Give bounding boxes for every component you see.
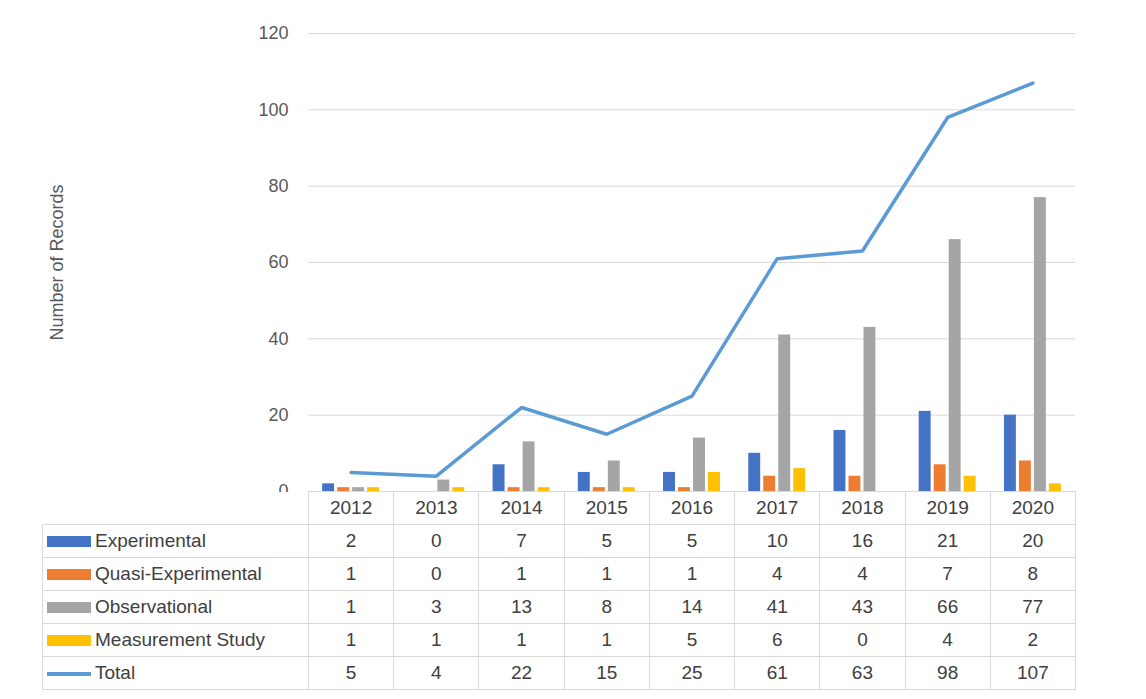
html-text:13: 13 <box>511 596 533 617</box>
html-text:15: 15 <box>596 662 618 683</box>
html-text:6: 6 <box>771 629 783 650</box>
html-text:1: 1 <box>345 629 357 650</box>
html-text:0: 0 <box>431 563 442 584</box>
html-text:0: 0 <box>857 629 868 650</box>
html-text:2019: 2019 <box>926 497 969 518</box>
html-text:5: 5 <box>345 662 357 683</box>
html-text:4: 4 <box>771 563 783 584</box>
html-text:4: 4 <box>857 563 868 584</box>
svg-text:120: 120 <box>258 23 288 43</box>
html-text:22: 22 <box>511 662 533 683</box>
html-text:1: 1 <box>601 563 612 584</box>
html-text:1: 1 <box>516 629 527 650</box>
html-text:1: 1 <box>601 629 612 650</box>
svg-text:40: 40 <box>268 329 288 349</box>
html-text:1: 1 <box>686 563 698 584</box>
html-text:3: 3 <box>431 596 442 617</box>
html-text:98: 98 <box>937 662 959 683</box>
html-text:2016: 2016 <box>670 497 714 518</box>
html-text:41: 41 <box>766 596 788 617</box>
html-text:21: 21 <box>937 530 959 551</box>
html-text:2015: 2015 <box>585 497 628 518</box>
html-text:4: 4 <box>942 629 953 650</box>
html-text:1: 1 <box>431 629 442 650</box>
html-text:8: 8 <box>601 596 612 617</box>
html-text:107: 107 <box>1017 662 1049 683</box>
html-text:16: 16 <box>851 530 873 551</box>
html-text:1: 1 <box>345 596 357 617</box>
html-text:Experimental: Experimental <box>95 530 206 551</box>
html-text:Total: Total <box>95 662 136 683</box>
html-text:77: 77 <box>1022 596 1044 617</box>
html-text:43: 43 <box>851 596 873 617</box>
html-text:5: 5 <box>601 530 612 551</box>
svg-text:80: 80 <box>268 176 288 196</box>
html-text:4: 4 <box>431 662 442 683</box>
html-text:10: 10 <box>766 530 788 551</box>
html-text:2013: 2013 <box>415 497 458 518</box>
html-text:7: 7 <box>942 563 953 584</box>
svg-text:Number of Records: Number of Records <box>47 184 67 340</box>
html-text:63: 63 <box>851 662 873 683</box>
html-text:2: 2 <box>1027 629 1039 650</box>
html-text:61: 61 <box>766 662 788 683</box>
html-text:66: 66 <box>937 596 959 617</box>
html-text:Measurement Study: Measurement Study <box>95 629 265 650</box>
html-text:5: 5 <box>686 629 698 650</box>
html-text:2017: 2017 <box>756 497 799 518</box>
svg-text:0: 0 <box>278 481 288 492</box>
html-text:1: 1 <box>345 563 357 584</box>
html-text:2020: 2020 <box>1011 497 1054 518</box>
html-text:2: 2 <box>345 530 357 551</box>
html-text:0: 0 <box>431 530 442 551</box>
html-text:1: 1 <box>516 563 527 584</box>
html-text:5: 5 <box>686 530 698 551</box>
html-text:2018: 2018 <box>841 497 884 518</box>
svg-text:100: 100 <box>258 100 288 120</box>
html-text:2012: 2012 <box>330 497 373 518</box>
html-text:25: 25 <box>681 662 703 683</box>
html-text:2014: 2014 <box>500 497 543 518</box>
html-text:7: 7 <box>516 530 527 551</box>
html-text:Observational: Observational <box>95 596 213 617</box>
svg-text:60: 60 <box>268 252 288 272</box>
html-text:Quasi-Experimental: Quasi-Experimental <box>95 563 262 584</box>
html-text:8: 8 <box>1027 563 1039 584</box>
svg-text:20: 20 <box>268 405 288 425</box>
html-text:14: 14 <box>681 596 703 617</box>
html-text:20: 20 <box>1022 530 1044 551</box>
